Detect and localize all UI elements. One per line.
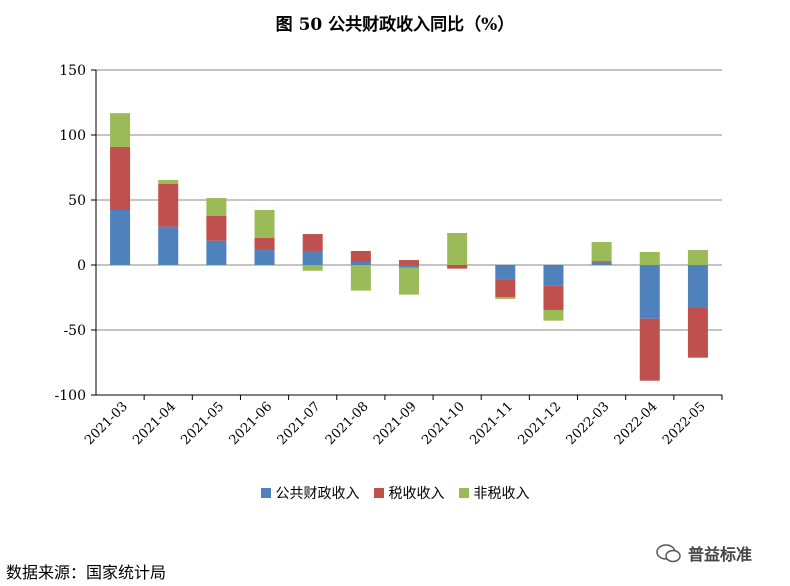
- bar-segment: [639, 265, 660, 319]
- x-tick-label: 2021-04: [130, 399, 179, 448]
- y-tick-label: -100: [55, 388, 86, 404]
- watermark: 普益标准: [656, 541, 752, 565]
- bar-segment: [302, 250, 323, 265]
- x-tick-label: 2022-04: [612, 399, 661, 448]
- bar-segment: [254, 210, 275, 238]
- bar-segment: [687, 265, 708, 309]
- x-tick-label: 2022-05: [660, 399, 709, 448]
- legend-label: 非税收入: [473, 486, 530, 502]
- x-tick-label: 2021-03: [82, 399, 131, 448]
- bar-segment: [591, 241, 612, 262]
- x-tick-label: 2021-10: [419, 399, 468, 448]
- source-note: 数据来源：国家统计局: [6, 563, 167, 582]
- bar-segment: [110, 146, 131, 211]
- x-tick-label: 2021-06: [227, 399, 276, 448]
- legend-swatch: [373, 488, 384, 498]
- bar-segment: [254, 237, 275, 251]
- bar-segment: [350, 262, 371, 265]
- y-tick-label: 50: [68, 193, 86, 209]
- bar-segment: [495, 279, 516, 297]
- bar-segment: [158, 184, 179, 227]
- bar-segment: [350, 250, 371, 263]
- x-tick-label: 2021-09: [371, 399, 420, 448]
- x-tick-label: 2021-12: [515, 399, 564, 448]
- bar-segment: [495, 265, 516, 280]
- legend-item: 税收收入: [373, 483, 445, 503]
- bar-segment: [543, 265, 564, 286]
- y-tick-label: -50: [63, 323, 86, 339]
- y-tick-label: 150: [59, 63, 86, 79]
- bar-segment: [687, 250, 708, 265]
- bar-segment: [399, 260, 419, 265]
- bar-segment: [206, 240, 227, 265]
- bar-segment: [399, 265, 419, 268]
- bar-segment: [158, 179, 179, 185]
- x-tick-label: 2021-11: [467, 399, 516, 448]
- bar-segment: [591, 262, 612, 265]
- bar-segment: [399, 267, 419, 295]
- bar-segment: [302, 234, 323, 251]
- bar-segment: [302, 265, 323, 271]
- legend-item: 公共财政收入: [260, 483, 360, 503]
- bar-segment: [254, 250, 275, 265]
- bar-segment: [543, 309, 564, 321]
- bar-segment: [495, 296, 516, 299]
- y-tick-label: 100: [59, 128, 86, 144]
- bar-segment: [158, 226, 179, 265]
- bar-segment: [639, 318, 660, 381]
- legend-swatch: [260, 488, 271, 498]
- bar-segment: [110, 113, 131, 147]
- bar-segment: [206, 215, 227, 241]
- bar-segment: [639, 252, 660, 265]
- bar-segment: [110, 210, 131, 265]
- x-tick-label: 2021-07: [275, 399, 324, 448]
- x-tick-label: 2022-03: [564, 399, 613, 448]
- bar-segment: [543, 285, 564, 310]
- bar-segment: [687, 308, 708, 358]
- bar-segment: [206, 198, 227, 216]
- legend-item: 非税收入: [458, 483, 530, 503]
- x-tick-label: 2021-05: [178, 399, 227, 448]
- legend-label: 公共财政收入: [275, 486, 360, 502]
- watermark-text: 普益标准: [688, 545, 753, 564]
- wechat-icon: [656, 544, 681, 563]
- legend-label: 税收收入: [388, 486, 445, 502]
- bar-segment: [350, 265, 371, 291]
- chart-title: 图 50 公共财政收入同比（%）: [275, 15, 515, 35]
- legend-swatch: [458, 488, 469, 498]
- legend: 公共财政收入 税收收入 非税收入: [0, 483, 790, 503]
- y-tick-label: 0: [77, 258, 86, 274]
- bar-segment: [447, 265, 468, 269]
- bar-segment: [447, 233, 468, 265]
- bar-segment: [591, 261, 612, 263]
- x-tick-label: 2021-08: [323, 399, 372, 448]
